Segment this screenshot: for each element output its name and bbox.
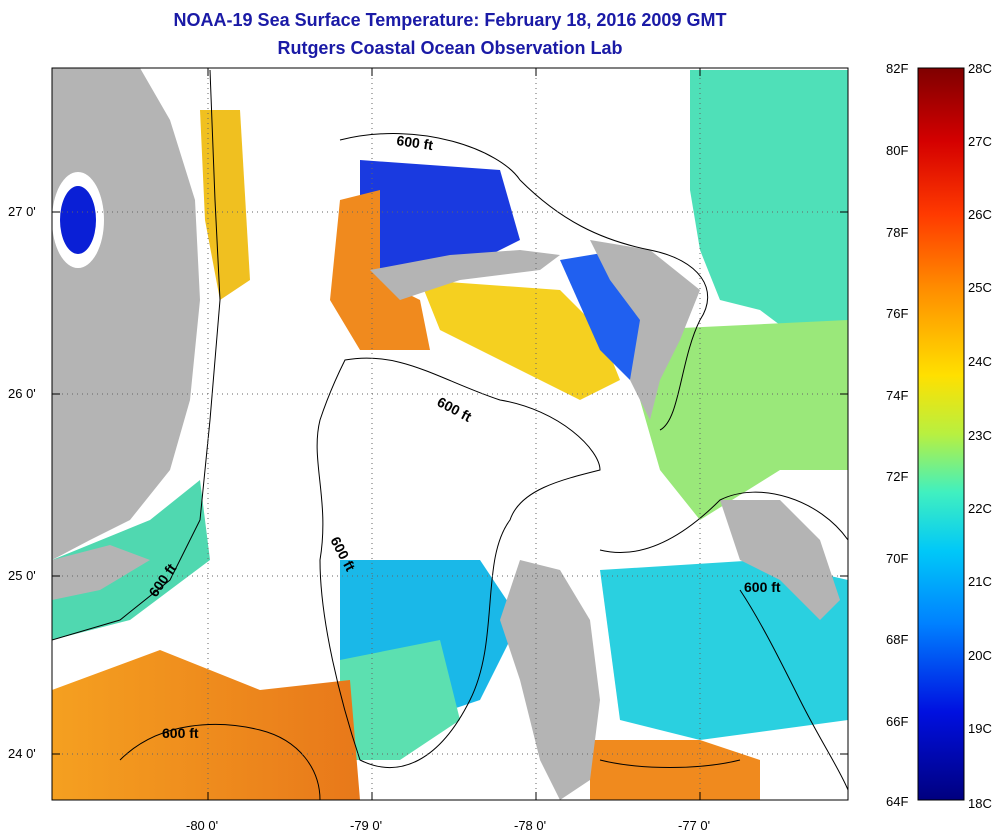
- colorbar-f-label: 76F: [886, 306, 909, 321]
- sst-cyan-patch-northeast: [690, 70, 848, 340]
- andros-land: [500, 560, 600, 800]
- colorbar-f-label: 80F: [886, 143, 909, 158]
- colorbar-c-label: 25C: [968, 280, 992, 295]
- colorbar-f-label: 78F: [886, 225, 909, 240]
- colorbar-c-label: 18C: [968, 796, 992, 811]
- sst-green-patch-central: [340, 640, 460, 760]
- contour-label: 600 ft: [744, 579, 781, 595]
- lat-label: 27 0': [8, 204, 36, 219]
- sst-yellow-patch-north: [420, 280, 620, 400]
- lon-label: -79 0': [350, 818, 383, 833]
- keys-land: [52, 545, 150, 600]
- colorbar-f-label: 64F: [886, 794, 909, 809]
- graticule: [52, 68, 848, 800]
- lat-label: 24 0': [8, 746, 36, 761]
- lon-label: -80 0': [186, 818, 219, 833]
- colorbar-c-label: 26C: [968, 207, 992, 222]
- lake-okeechobee-sst: [60, 186, 96, 254]
- colorbar-f-label: 72F: [886, 469, 909, 484]
- abaco-land: [590, 240, 700, 420]
- colorbar-c-label: 27C: [968, 134, 992, 149]
- lat-label: 25 0': [8, 568, 36, 583]
- lat-label: 26 0': [8, 386, 36, 401]
- contour-label: 600 ft: [396, 132, 435, 153]
- colorbar-c-label: 28C: [968, 61, 992, 76]
- eleuthera-land: [720, 500, 840, 620]
- colorbar-c-label: 21C: [968, 574, 992, 589]
- colorbar-f-label: 74F: [886, 388, 909, 403]
- colorbar-c-label: 22C: [968, 501, 992, 516]
- sst-cyan-patch-southeast: [600, 560, 848, 740]
- sst-yellow-strip-florida: [200, 110, 250, 300]
- colorbar-f-label: 68F: [886, 632, 909, 647]
- map-title: NOAA-19 Sea Surface Temperature: Februar…: [173, 10, 727, 30]
- axis-ticks: [52, 68, 848, 800]
- sst-green-patch-east: [640, 320, 848, 520]
- lon-label: -77 0': [678, 818, 711, 833]
- depth-contours: [52, 69, 848, 800]
- colorbar: [917, 67, 965, 801]
- grand-bahama-land: [370, 250, 560, 300]
- lon-label: -78 0': [514, 818, 547, 833]
- map-frame: [51, 67, 849, 801]
- sst-blue-patch-bank: [360, 160, 520, 280]
- colorbar-c-label: 24C: [968, 354, 992, 369]
- colorbar-c-label: 19C: [968, 721, 992, 736]
- contour-label: 600 ft: [162, 725, 199, 741]
- colorbar-c-label: 23C: [968, 428, 992, 443]
- colorbar-f-label: 66F: [886, 714, 909, 729]
- colorbar-f-label: 70F: [886, 551, 909, 566]
- colorbar-f-label: 82F: [886, 61, 909, 76]
- sst-orange-patch-southeast: [590, 740, 760, 800]
- colorbar-c-label: 20C: [968, 648, 992, 663]
- map-subtitle: Rutgers Coastal Ocean Observation Lab: [277, 38, 623, 58]
